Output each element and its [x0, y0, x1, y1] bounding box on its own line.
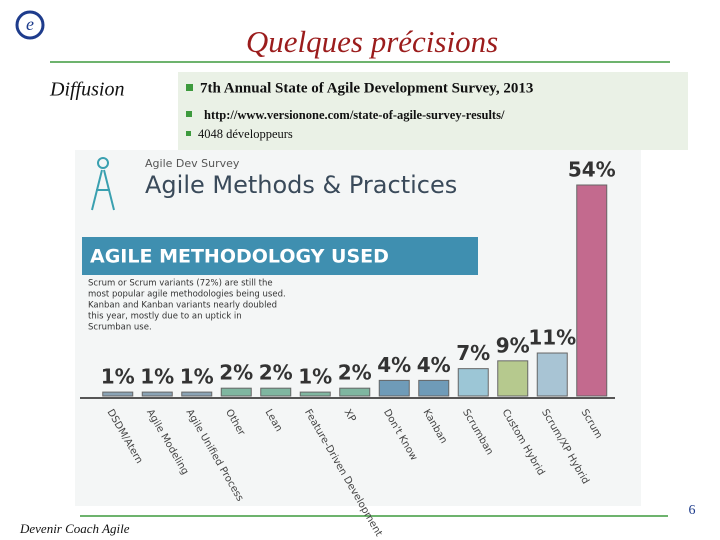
bar — [181, 391, 213, 397]
chart-title: Agile Methods & Practices — [145, 171, 457, 199]
bar — [102, 391, 134, 397]
value-label: 1% — [140, 365, 174, 389]
page-number: 6 — [689, 503, 696, 518]
subtitle-band — [82, 237, 478, 275]
value-label: 54% — [568, 158, 616, 182]
bullet-marker — [186, 111, 192, 117]
value-label: 1% — [298, 365, 332, 389]
value-label: 9% — [496, 333, 530, 357]
chart-description: Kanban and Kanban variants nearly double… — [88, 301, 277, 311]
bar — [497, 360, 529, 397]
value-label: 4% — [417, 353, 451, 377]
value-label: 7% — [456, 341, 490, 365]
value-label: 2% — [219, 361, 253, 385]
logo: e — [15, 10, 45, 40]
chart-supertitle: Agile Dev Survey — [145, 157, 240, 170]
chart-description: this year, mostly due to an uptick in — [88, 312, 242, 322]
value-label: 1% — [101, 365, 135, 389]
bullet: 7th Annual State of Agile Development Su… — [200, 80, 533, 96]
footer: Devenir Coach Agile — [19, 521, 130, 536]
bar — [457, 368, 489, 397]
bar — [339, 387, 371, 397]
bar — [260, 387, 292, 397]
chart-subtitle: AGILE METHODOLOGY USED — [90, 246, 389, 268]
bullet: 4048 développeurs — [198, 127, 293, 141]
bullet-box — [178, 72, 688, 150]
chart-description: Scrum or Scrum variants (72%) are still … — [88, 279, 273, 289]
value-label: 2% — [259, 361, 293, 385]
survey-icon — [91, 157, 115, 211]
slide-title: Quelques précisions — [246, 24, 498, 59]
bullet-marker — [186, 84, 193, 91]
bar — [141, 391, 173, 397]
svg-text:e: e — [26, 14, 34, 34]
bullet-marker — [186, 131, 191, 136]
bar — [299, 391, 331, 397]
bullet: http://www.versionone.com/state-of-agile… — [204, 108, 505, 122]
bar — [418, 379, 450, 397]
value-label: 4% — [377, 353, 411, 377]
infographic — [75, 150, 641, 506]
bar — [536, 352, 568, 397]
chart-description: most popular agile methodologies being u… — [88, 290, 286, 300]
bar — [378, 379, 410, 397]
value-label: 1% — [180, 365, 214, 389]
value-label: 2% — [338, 361, 372, 385]
bar — [220, 387, 252, 397]
bar — [576, 184, 608, 397]
chart-description: Scrumban use. — [88, 323, 152, 333]
value-label: 11% — [528, 326, 576, 350]
side-label: Diffusion — [49, 79, 124, 101]
